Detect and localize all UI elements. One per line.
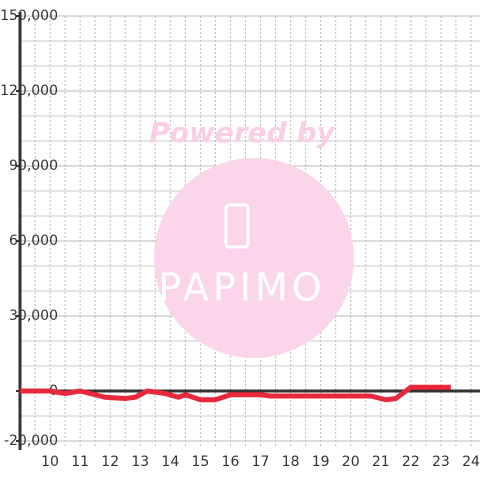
x-tick-label: 20	[342, 454, 360, 470]
watermark-circle	[154, 158, 354, 358]
x-tick-label: 23	[432, 454, 450, 470]
y-tick-label: 60,000	[9, 233, 58, 249]
x-tick-label: 18	[282, 454, 300, 470]
x-tick-label: 21	[372, 454, 390, 470]
x-tick-label: 14	[161, 454, 179, 470]
x-tick-label: 10	[41, 454, 59, 470]
y-tick-label: -20,000	[4, 433, 58, 449]
x-tick-label: 16	[222, 454, 240, 470]
data-line	[20, 384, 451, 403]
watermark-logo: PAPIMO	[158, 266, 325, 310]
watermark-text: Powered by	[149, 116, 336, 149]
x-tick-label: 11	[71, 454, 89, 470]
x-tick-label: 19	[312, 454, 330, 470]
x-tick-label: 24	[462, 454, 480, 470]
x-tick-label: 13	[131, 454, 149, 470]
y-tick-label: 120,000	[0, 83, 58, 99]
y-tick-label: 90,000	[9, 158, 58, 174]
y-tick-label: 30,000	[9, 308, 58, 324]
x-tick-label: 12	[101, 454, 119, 470]
x-tick-label: 17	[252, 454, 270, 470]
y-tick-label: 150,000	[0, 8, 58, 24]
x-tick-label: 22	[402, 454, 420, 470]
watermark: Powered by PAPIMO	[149, 116, 354, 358]
x-tick-label: 15	[191, 454, 209, 470]
watermark-phone	[224, 203, 250, 249]
